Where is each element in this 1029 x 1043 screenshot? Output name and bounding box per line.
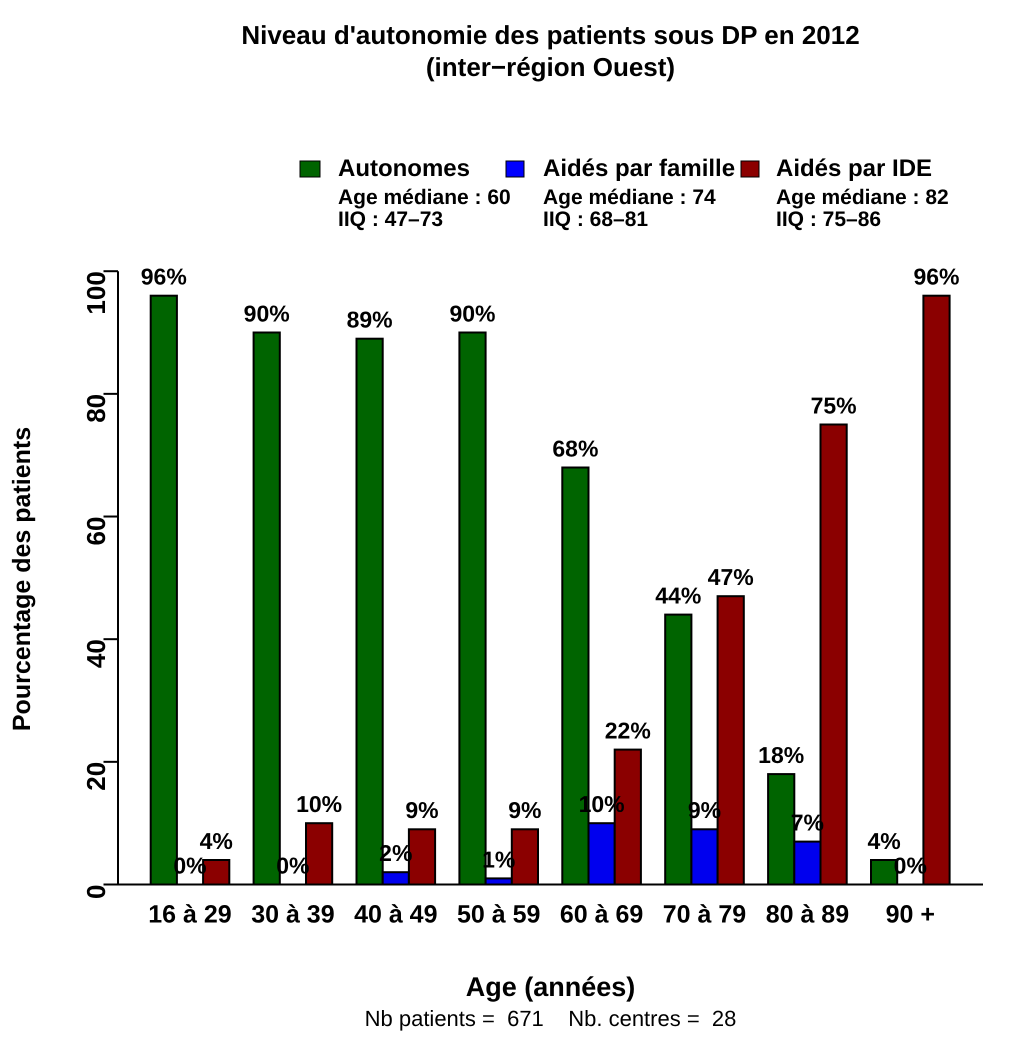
svg-text:90%: 90% xyxy=(244,300,290,326)
svg-text:96%: 96% xyxy=(913,264,959,290)
svg-text:96%: 96% xyxy=(141,264,187,290)
svg-text:60 à 69: 60 à 69 xyxy=(560,901,643,929)
svg-text:Age médiane : 60: Age médiane : 60 xyxy=(338,186,511,209)
svg-text:20: 20 xyxy=(81,762,111,791)
svg-text:Age médiane : 82: Age médiane : 82 xyxy=(776,186,949,209)
svg-text:70 à 79: 70 à 79 xyxy=(663,901,746,929)
svg-text:Aidés par famille: Aidés par famille xyxy=(543,155,735,182)
svg-text:100: 100 xyxy=(81,271,111,314)
svg-text:40: 40 xyxy=(81,639,111,668)
svg-text:0%: 0% xyxy=(276,852,309,878)
svg-text:Age (années): Age (années) xyxy=(466,972,636,1002)
svg-text:30 à 39: 30 à 39 xyxy=(251,901,334,929)
svg-text:IIQ : 75–86: IIQ : 75–86 xyxy=(776,208,881,231)
svg-text:10%: 10% xyxy=(579,791,625,817)
svg-text:Pourcentage des patients: Pourcentage des patients xyxy=(8,427,36,731)
svg-text:22%: 22% xyxy=(605,718,651,744)
svg-text:Aidés par IDE: Aidés par IDE xyxy=(776,155,932,182)
svg-text:9%: 9% xyxy=(405,797,438,823)
svg-text:89%: 89% xyxy=(347,307,393,333)
svg-text:Autonomes: Autonomes xyxy=(338,155,470,182)
svg-text:68%: 68% xyxy=(552,435,598,461)
svg-text:4%: 4% xyxy=(200,828,233,854)
svg-text:90 +: 90 + xyxy=(886,901,935,929)
svg-text:44%: 44% xyxy=(655,583,701,609)
svg-text:4%: 4% xyxy=(867,828,900,854)
svg-text:0: 0 xyxy=(81,885,111,899)
svg-text:IIQ : 47–73: IIQ : 47–73 xyxy=(338,208,443,231)
svg-text:75%: 75% xyxy=(811,392,857,418)
svg-text:18%: 18% xyxy=(758,742,804,768)
svg-text:IIQ : 68–81: IIQ : 68–81 xyxy=(543,208,648,231)
svg-text:40 à 49: 40 à 49 xyxy=(354,901,437,929)
svg-text:50 à 59: 50 à 59 xyxy=(457,901,540,929)
svg-text:80: 80 xyxy=(81,394,111,423)
svg-text:2%: 2% xyxy=(379,840,412,866)
svg-text:Age médiane : 74: Age médiane : 74 xyxy=(543,186,716,209)
svg-text:9%: 9% xyxy=(508,797,541,823)
svg-text:47%: 47% xyxy=(708,564,754,590)
svg-text:0%: 0% xyxy=(173,852,206,878)
svg-text:60: 60 xyxy=(81,517,111,546)
svg-text:(inter−région Ouest): (inter−région Ouest) xyxy=(426,52,675,82)
svg-text:Niveau d'autonomie des patient: Niveau d'autonomie des patients sous DP … xyxy=(241,20,859,50)
svg-text:10%: 10% xyxy=(296,791,342,817)
svg-text:7%: 7% xyxy=(791,810,824,836)
svg-text:90%: 90% xyxy=(449,300,495,326)
svg-text:1%: 1% xyxy=(482,846,515,872)
svg-text:9%: 9% xyxy=(688,797,721,823)
svg-text:Nb patients = 671 Nb. cent: Nb patients = 671 Nb. centres = 28 xyxy=(365,1006,737,1031)
svg-text:0%: 0% xyxy=(894,852,927,878)
svg-text:16 à 29: 16 à 29 xyxy=(148,901,231,929)
svg-text:80 à 89: 80 à 89 xyxy=(766,901,849,929)
